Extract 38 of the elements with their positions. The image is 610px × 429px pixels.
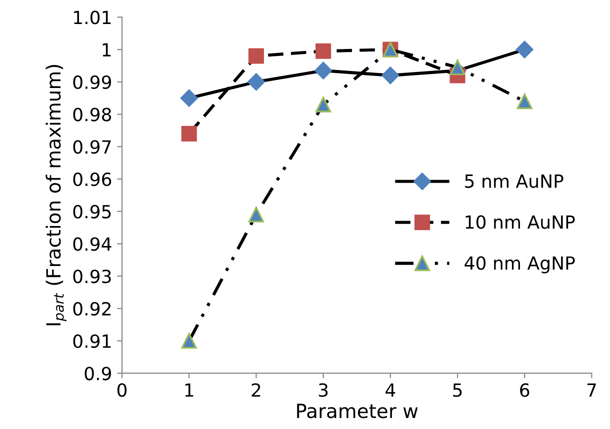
y-tick-label: 0.95	[73, 204, 111, 218]
y-tick-label: 0.98	[73, 108, 112, 122]
y-tick-label: 0.94	[73, 237, 112, 251]
x-tick-label: 5	[453, 384, 462, 397]
x-tick-label: 6	[520, 383, 530, 397]
y-axis-title: I$_{part}$ (Fraction of maximum)	[46, 64, 67, 326]
y-tick-label: 0.99	[73, 75, 112, 90]
point	[181, 333, 197, 349]
point	[516, 40, 534, 58]
y-tick-label: 0.9	[84, 366, 112, 380]
y-tick-label: 1	[102, 43, 111, 56]
x-tick-label: 7	[587, 384, 596, 397]
x-tick-label: 1	[185, 384, 194, 397]
x-tick-label: 4	[386, 384, 396, 397]
x-tick-label: 3	[318, 383, 328, 397]
point	[248, 206, 264, 222]
point	[450, 60, 466, 76]
point	[181, 126, 197, 142]
legend-label: 40 nm AgNP	[464, 256, 575, 274]
point	[382, 66, 400, 84]
point	[516, 94, 532, 110]
x-tick-label: 2	[252, 383, 260, 397]
point	[314, 62, 332, 80]
y-tick-label: 0.93	[73, 270, 111, 284]
x-tick-label: 0	[117, 383, 127, 397]
y-tick-label: 1.01	[74, 10, 111, 24]
point	[316, 43, 332, 59]
legend-label: 10 nm AuNP	[466, 215, 575, 229]
y-tick-label: 0.91	[73, 334, 111, 348]
point	[316, 96, 332, 112]
legend-label: 5 nm AuNP	[465, 174, 564, 188]
point	[248, 48, 264, 64]
point	[180, 89, 198, 107]
y-tick-label: 0.92	[73, 302, 110, 316]
y-tick-label: 0.96	[73, 172, 112, 186]
point	[248, 73, 265, 91]
x-axis-title: Parameter w	[297, 404, 418, 418]
y-tick-label: 0.97	[73, 140, 111, 154]
